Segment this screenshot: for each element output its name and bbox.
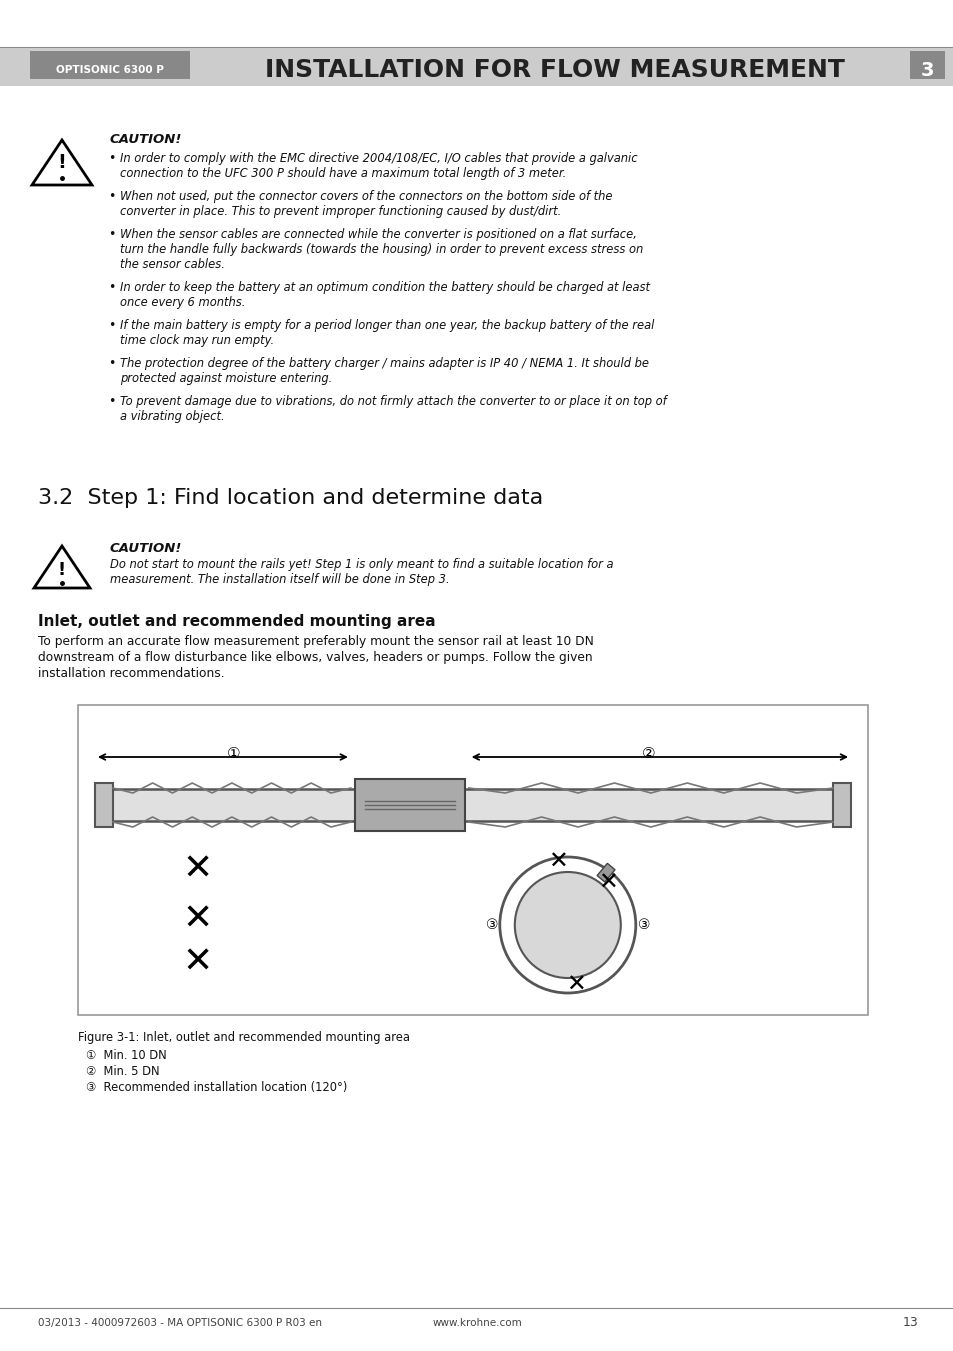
Text: converter in place. This to prevent improper functioning caused by dust/dirt.: converter in place. This to prevent impr…	[120, 205, 560, 218]
Bar	[597, 863, 615, 882]
Text: ②: ②	[641, 747, 655, 762]
Polygon shape	[32, 141, 91, 185]
Text: ✕: ✕	[547, 850, 567, 874]
Bar	[0, 49, 953, 86]
Text: In order to keep the battery at an optimum condition the battery should be charg: In order to keep the battery at an optim…	[120, 281, 649, 295]
Text: Do not start to mount the rails yet! Step 1 is only meant to find a suitable loc: Do not start to mount the rails yet! Ste…	[110, 558, 613, 571]
Bar	[112, 789, 832, 821]
Text: •: •	[108, 319, 115, 332]
Text: If the main battery is empty for a period longer than one year, the backup batte: If the main battery is empty for a perio…	[120, 319, 654, 332]
Text: once every 6 months.: once every 6 months.	[120, 296, 245, 309]
Text: !: !	[57, 154, 67, 173]
Bar	[832, 784, 850, 827]
Text: To perform an accurate flow measurement preferably mount the sensor rail at leas: To perform an accurate flow measurement …	[38, 635, 594, 648]
Circle shape	[515, 871, 620, 978]
Text: •: •	[108, 228, 115, 240]
Text: a vibrating object.: a vibrating object.	[120, 409, 224, 423]
Text: protected against moisture entering.: protected against moisture entering.	[120, 372, 332, 385]
Text: INSTALLATION FOR FLOW MEASUREMENT: INSTALLATION FOR FLOW MEASUREMENT	[265, 58, 844, 82]
Text: ✕: ✕	[565, 973, 585, 997]
Text: •: •	[108, 357, 115, 370]
Text: the sensor cables.: the sensor cables.	[120, 258, 225, 272]
Text: ✕: ✕	[598, 871, 617, 894]
Bar	[30, 51, 190, 78]
Text: ②  Min. 5 DN: ② Min. 5 DN	[86, 1065, 159, 1078]
Text: 3.2  Step 1: Find location and determine data: 3.2 Step 1: Find location and determine …	[38, 488, 542, 508]
Bar	[78, 705, 867, 1015]
Text: When the sensor cables are connected while the converter is positioned on a flat: When the sensor cables are connected whi…	[120, 228, 637, 240]
Text: •: •	[108, 281, 115, 295]
Text: 03/2013 - 4000972603 - MA OPTISONIC 6300 P R03 en: 03/2013 - 4000972603 - MA OPTISONIC 6300…	[38, 1319, 322, 1328]
Text: •: •	[108, 153, 115, 165]
Text: •: •	[108, 394, 115, 408]
Text: !: !	[58, 561, 66, 580]
Text: CAUTION!: CAUTION!	[110, 132, 182, 146]
Text: 13: 13	[902, 1316, 917, 1329]
Text: ③  Recommended installation location (120°): ③ Recommended installation location (120…	[86, 1081, 347, 1094]
Text: downstream of a flow disturbance like elbows, valves, headers or pumps. Follow t: downstream of a flow disturbance like el…	[38, 651, 592, 663]
Bar	[909, 51, 944, 78]
Text: time clock may run empty.: time clock may run empty.	[120, 334, 274, 347]
Text: installation recommendations.: installation recommendations.	[38, 667, 224, 680]
Text: Inlet, outlet and recommended mounting area: Inlet, outlet and recommended mounting a…	[38, 613, 436, 630]
Text: measurement. The installation itself will be done in Step 3.: measurement. The installation itself wil…	[110, 573, 449, 586]
Text: Figure 3-1: Inlet, outlet and recommended mounting area: Figure 3-1: Inlet, outlet and recommende…	[78, 1031, 410, 1044]
Polygon shape	[34, 546, 90, 588]
Text: When not used, put the connector covers of the connectors on the bottom side of : When not used, put the connector covers …	[120, 190, 612, 203]
Text: •: •	[108, 190, 115, 203]
Text: CAUTION!: CAUTION!	[110, 542, 182, 555]
Text: ①  Min. 10 DN: ① Min. 10 DN	[86, 1048, 167, 1062]
Text: connection to the UFC 300 P should have a maximum total length of 3 meter.: connection to the UFC 300 P should have …	[120, 168, 566, 180]
Text: ③: ③	[637, 917, 649, 932]
Text: 3: 3	[920, 61, 933, 80]
Text: In order to comply with the EMC directive 2004/108/EC, I/O cables that provide a: In order to comply with the EMC directiv…	[120, 153, 637, 165]
Circle shape	[499, 857, 635, 993]
Text: ✕: ✕	[183, 852, 213, 888]
Text: www.krohne.com: www.krohne.com	[432, 1319, 521, 1328]
Bar	[355, 780, 464, 831]
Text: ①: ①	[227, 747, 240, 762]
Text: ✕: ✕	[183, 902, 213, 938]
Text: ③: ③	[485, 917, 497, 932]
Text: To prevent damage due to vibrations, do not firmly attach the converter to or pl: To prevent damage due to vibrations, do …	[120, 394, 666, 408]
Text: OPTISONIC 6300 P: OPTISONIC 6300 P	[56, 65, 164, 76]
Text: ✕: ✕	[183, 946, 213, 979]
Text: The protection degree of the battery charger / mains adapter is IP 40 / NEMA 1. : The protection degree of the battery cha…	[120, 357, 648, 370]
Text: turn the handle fully backwards (towards the housing) in order to prevent excess: turn the handle fully backwards (towards…	[120, 243, 642, 255]
Bar	[95, 784, 112, 827]
